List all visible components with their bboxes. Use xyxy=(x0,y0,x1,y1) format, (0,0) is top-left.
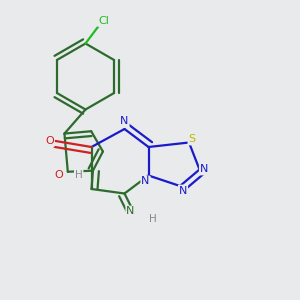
Text: N: N xyxy=(200,164,208,175)
Text: N: N xyxy=(120,116,129,127)
Text: O: O xyxy=(45,136,54,146)
Text: S: S xyxy=(188,134,196,145)
Text: H: H xyxy=(75,170,83,180)
Text: N: N xyxy=(126,206,135,217)
Text: O: O xyxy=(54,170,63,180)
Text: N: N xyxy=(141,176,150,187)
Text: Cl: Cl xyxy=(98,16,109,26)
Text: N: N xyxy=(179,185,187,196)
Text: H: H xyxy=(149,214,157,224)
